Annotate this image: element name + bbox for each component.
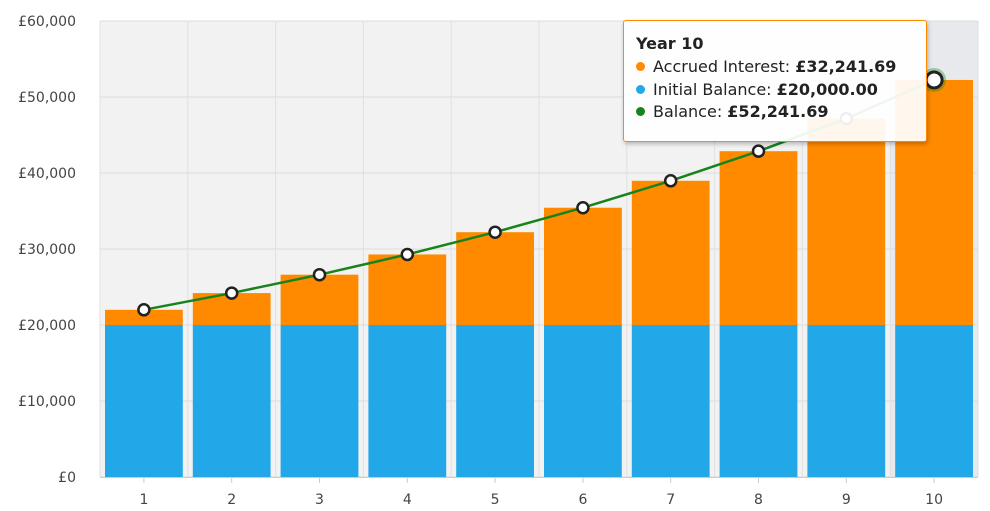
x-tick-label: 8 bbox=[754, 492, 763, 508]
bar-accrued-interest bbox=[105, 309, 183, 325]
accrued-interest-dot bbox=[636, 62, 645, 71]
balance-point-highlighted bbox=[924, 70, 944, 90]
x-tick-label: 7 bbox=[666, 492, 675, 508]
bar-initial-balance bbox=[368, 325, 447, 477]
x-tick-label: 2 bbox=[227, 492, 236, 508]
bar-initial-balance bbox=[280, 325, 359, 477]
balance-point bbox=[576, 200, 590, 215]
tooltip-value: £52,241.69 bbox=[727, 102, 829, 121]
bar-initial-balance bbox=[895, 325, 973, 477]
y-tick-label: £0 bbox=[58, 470, 76, 486]
tooltip-row-accrued-interest: Accrued Interest: £32,241.69 bbox=[636, 56, 926, 79]
bar-initial-balance bbox=[544, 325, 622, 477]
x-tick-label: 6 bbox=[578, 492, 587, 508]
y-tick-label: £60,000 bbox=[18, 14, 76, 30]
y-tick-label: £30,000 bbox=[18, 242, 76, 258]
tooltip-label: Initial Balance: bbox=[653, 79, 777, 99]
x-tick-label: 9 bbox=[842, 492, 851, 508]
bar-initial-balance bbox=[192, 325, 271, 477]
balance-point bbox=[751, 144, 766, 158]
tooltip-row-balance: Balance: £52,241.69 bbox=[636, 101, 926, 124]
tooltip-label: Balance: bbox=[653, 102, 728, 121]
y-tick-label: £50,000 bbox=[18, 90, 76, 106]
bar-accrued-interest bbox=[280, 274, 359, 325]
bar-accrued-interest bbox=[368, 254, 447, 325]
bar-accrued-interest bbox=[719, 151, 798, 325]
x-tick-label: 5 bbox=[491, 492, 500, 508]
balance-point bbox=[400, 247, 415, 262]
bar-accrued-interest bbox=[631, 180, 710, 325]
balance-point bbox=[488, 225, 502, 239]
x-tick-label: 1 bbox=[139, 492, 148, 508]
x-tick-label: 10 bbox=[925, 492, 943, 508]
bar-accrued-interest bbox=[456, 232, 534, 325]
balance-point bbox=[224, 286, 239, 300]
balance-point bbox=[137, 303, 151, 317]
balance-dot bbox=[636, 107, 645, 116]
tooltip-value: £20,000.00 bbox=[776, 79, 878, 99]
x-tick-label: 4 bbox=[403, 492, 412, 508]
bar-accrued-interest bbox=[544, 207, 622, 325]
tooltip-row-initial-balance: Initial Balance: £20,000.00 bbox=[636, 79, 926, 102]
bar-initial-balance bbox=[807, 325, 886, 477]
tooltip-label: Accrued Interest: bbox=[653, 57, 796, 76]
balance-point bbox=[663, 174, 678, 188]
bar-initial-balance bbox=[456, 325, 534, 477]
bar-initial-balance bbox=[105, 325, 183, 477]
y-tick-label: £20,000 bbox=[18, 318, 76, 334]
y-tick-label: £10,000 bbox=[18, 394, 76, 410]
tooltip-value: £32,241.69 bbox=[795, 57, 897, 76]
bar-accrued-interest bbox=[807, 118, 886, 325]
initial-balance-dot bbox=[636, 84, 645, 94]
y-tick-label: £40,000 bbox=[18, 166, 76, 182]
x-tick-label: 3 bbox=[315, 492, 324, 508]
chart-tooltip: Year 10 Accrued Interest: £32,241.69 Ini… bbox=[623, 20, 927, 142]
tooltip-title: Year 10 bbox=[636, 34, 704, 53]
bar-initial-balance bbox=[631, 325, 710, 477]
bar-initial-balance bbox=[719, 325, 798, 477]
balance-point bbox=[312, 267, 327, 282]
